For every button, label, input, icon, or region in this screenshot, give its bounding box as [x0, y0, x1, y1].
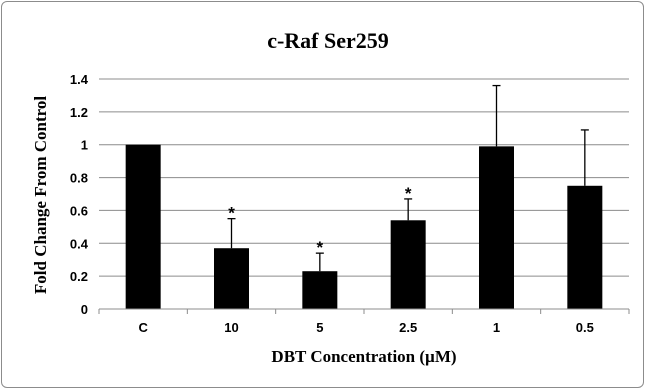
bar	[214, 248, 249, 309]
significance-star: *	[317, 238, 324, 257]
x-axis-title: DBT Concentration (µM)	[271, 347, 456, 366]
bar	[390, 220, 426, 309]
chart-title: c-Raf Ser259	[267, 28, 389, 53]
y-tick-label: 0.2	[70, 269, 88, 284]
y-tick-label: 0	[81, 302, 88, 317]
y-axis-ticks: 0 0.2 0.4 0.6 0.8 1 1.2 1.4	[70, 72, 89, 317]
significance-markers: * * *	[228, 184, 412, 257]
bar	[125, 144, 161, 309]
bars	[125, 144, 603, 309]
x-tick-label: 1	[493, 320, 500, 335]
bar	[302, 271, 338, 309]
y-tick-label: 1.2	[70, 105, 88, 120]
y-tick-label: 1.4	[70, 72, 89, 87]
significance-star: *	[405, 184, 412, 203]
x-tick-label: 5	[316, 320, 323, 335]
significance-star: *	[228, 204, 235, 223]
bar	[479, 146, 514, 309]
y-tick-label: 0.6	[70, 203, 88, 218]
x-tick-label: C	[138, 320, 148, 335]
gridlines	[99, 78, 629, 277]
x-axis-ticks: C 10 5 2.5 1 0.5	[98, 309, 630, 335]
error-bars	[227, 84, 589, 272]
y-tick-label: 0.8	[70, 171, 88, 186]
x-tick-label: 0.5	[576, 320, 594, 335]
chart-frame	[1, 1, 644, 388]
y-tick-label: 0.4	[70, 236, 89, 251]
bar	[567, 185, 603, 309]
y-tick-label: 1	[81, 138, 88, 153]
x-tick-label: 2.5	[399, 320, 417, 335]
x-tick-label: 10	[224, 320, 238, 335]
y-axis-title: Fold Change From Control	[31, 96, 50, 294]
